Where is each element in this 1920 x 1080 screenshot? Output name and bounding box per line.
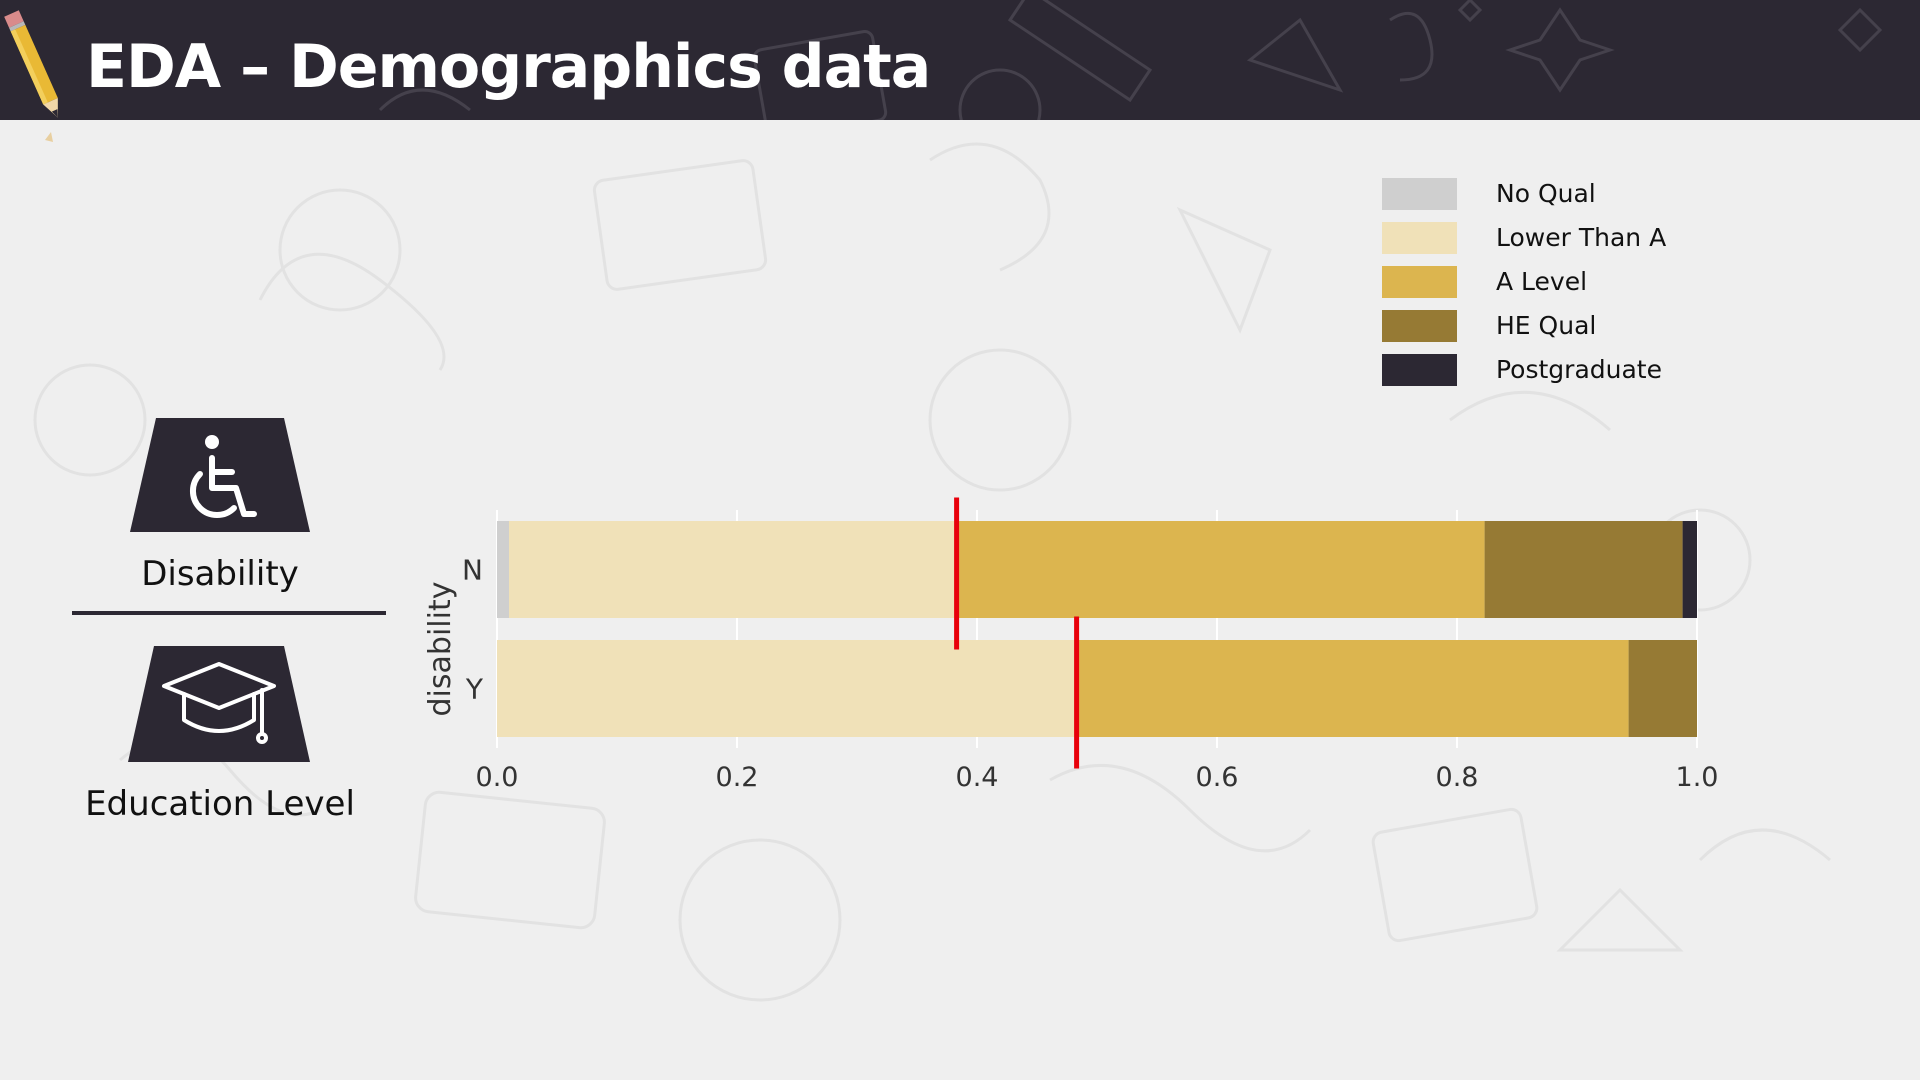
bar-segment bbox=[1079, 640, 1629, 737]
graduation-cap-icon bbox=[128, 646, 310, 762]
bar-segment bbox=[956, 521, 1485, 618]
legend-swatch bbox=[1382, 222, 1457, 254]
legend-item: Postgraduate bbox=[1382, 352, 1742, 396]
bar-segment bbox=[1682, 521, 1697, 618]
disability-label: Disability bbox=[141, 554, 299, 594]
y-tick-label: N bbox=[462, 554, 483, 587]
legend-swatch bbox=[1382, 178, 1457, 210]
y-axis-label: disability bbox=[423, 582, 458, 717]
x-tick-label: 0.2 bbox=[716, 762, 759, 793]
bar-segment bbox=[1484, 521, 1683, 618]
legend-item: No Qual bbox=[1382, 176, 1742, 220]
section-divider bbox=[72, 611, 386, 615]
header-doodles bbox=[378, 0, 1883, 120]
pencil-icon bbox=[4, 10, 58, 142]
bar-segment bbox=[509, 521, 957, 618]
legend-swatch bbox=[1382, 310, 1457, 342]
legend-label: HE Qual bbox=[1496, 311, 1597, 340]
legend-label: Lower Than A bbox=[1496, 223, 1667, 252]
x-tick-label: 1.0 bbox=[1676, 762, 1719, 793]
chart-legend: No Qual Lower Than A A Level HE Qual Postgra… bbox=[1382, 176, 1742, 396]
legend-label: A Level bbox=[1496, 267, 1588, 296]
wheelchair-icon bbox=[130, 418, 310, 532]
x-tick-label: 0.0 bbox=[476, 762, 519, 793]
x-tick-label: 0.6 bbox=[1196, 762, 1239, 793]
x-tick-label: 0.4 bbox=[956, 762, 999, 793]
legend-item: A Level bbox=[1382, 264, 1742, 308]
bar-segment bbox=[497, 640, 1079, 737]
legend-item: Lower Than A bbox=[1382, 220, 1742, 264]
legend-label: No Qual bbox=[1496, 179, 1596, 208]
header-bar: EDA – Demographics data bbox=[0, 0, 1920, 120]
bar-segment bbox=[497, 521, 509, 618]
legend-item: HE Qual bbox=[1382, 308, 1742, 352]
education-level-label: Education Level bbox=[85, 784, 355, 824]
legend-label: Postgraduate bbox=[1496, 355, 1662, 384]
y-tick-label: Y bbox=[465, 673, 484, 706]
page-title: EDA – Demographics data bbox=[86, 32, 931, 102]
bar-segment bbox=[1628, 640, 1697, 737]
legend-swatch bbox=[1382, 354, 1457, 386]
x-tick-label: 0.8 bbox=[1436, 762, 1479, 793]
legend-swatch bbox=[1382, 266, 1457, 298]
